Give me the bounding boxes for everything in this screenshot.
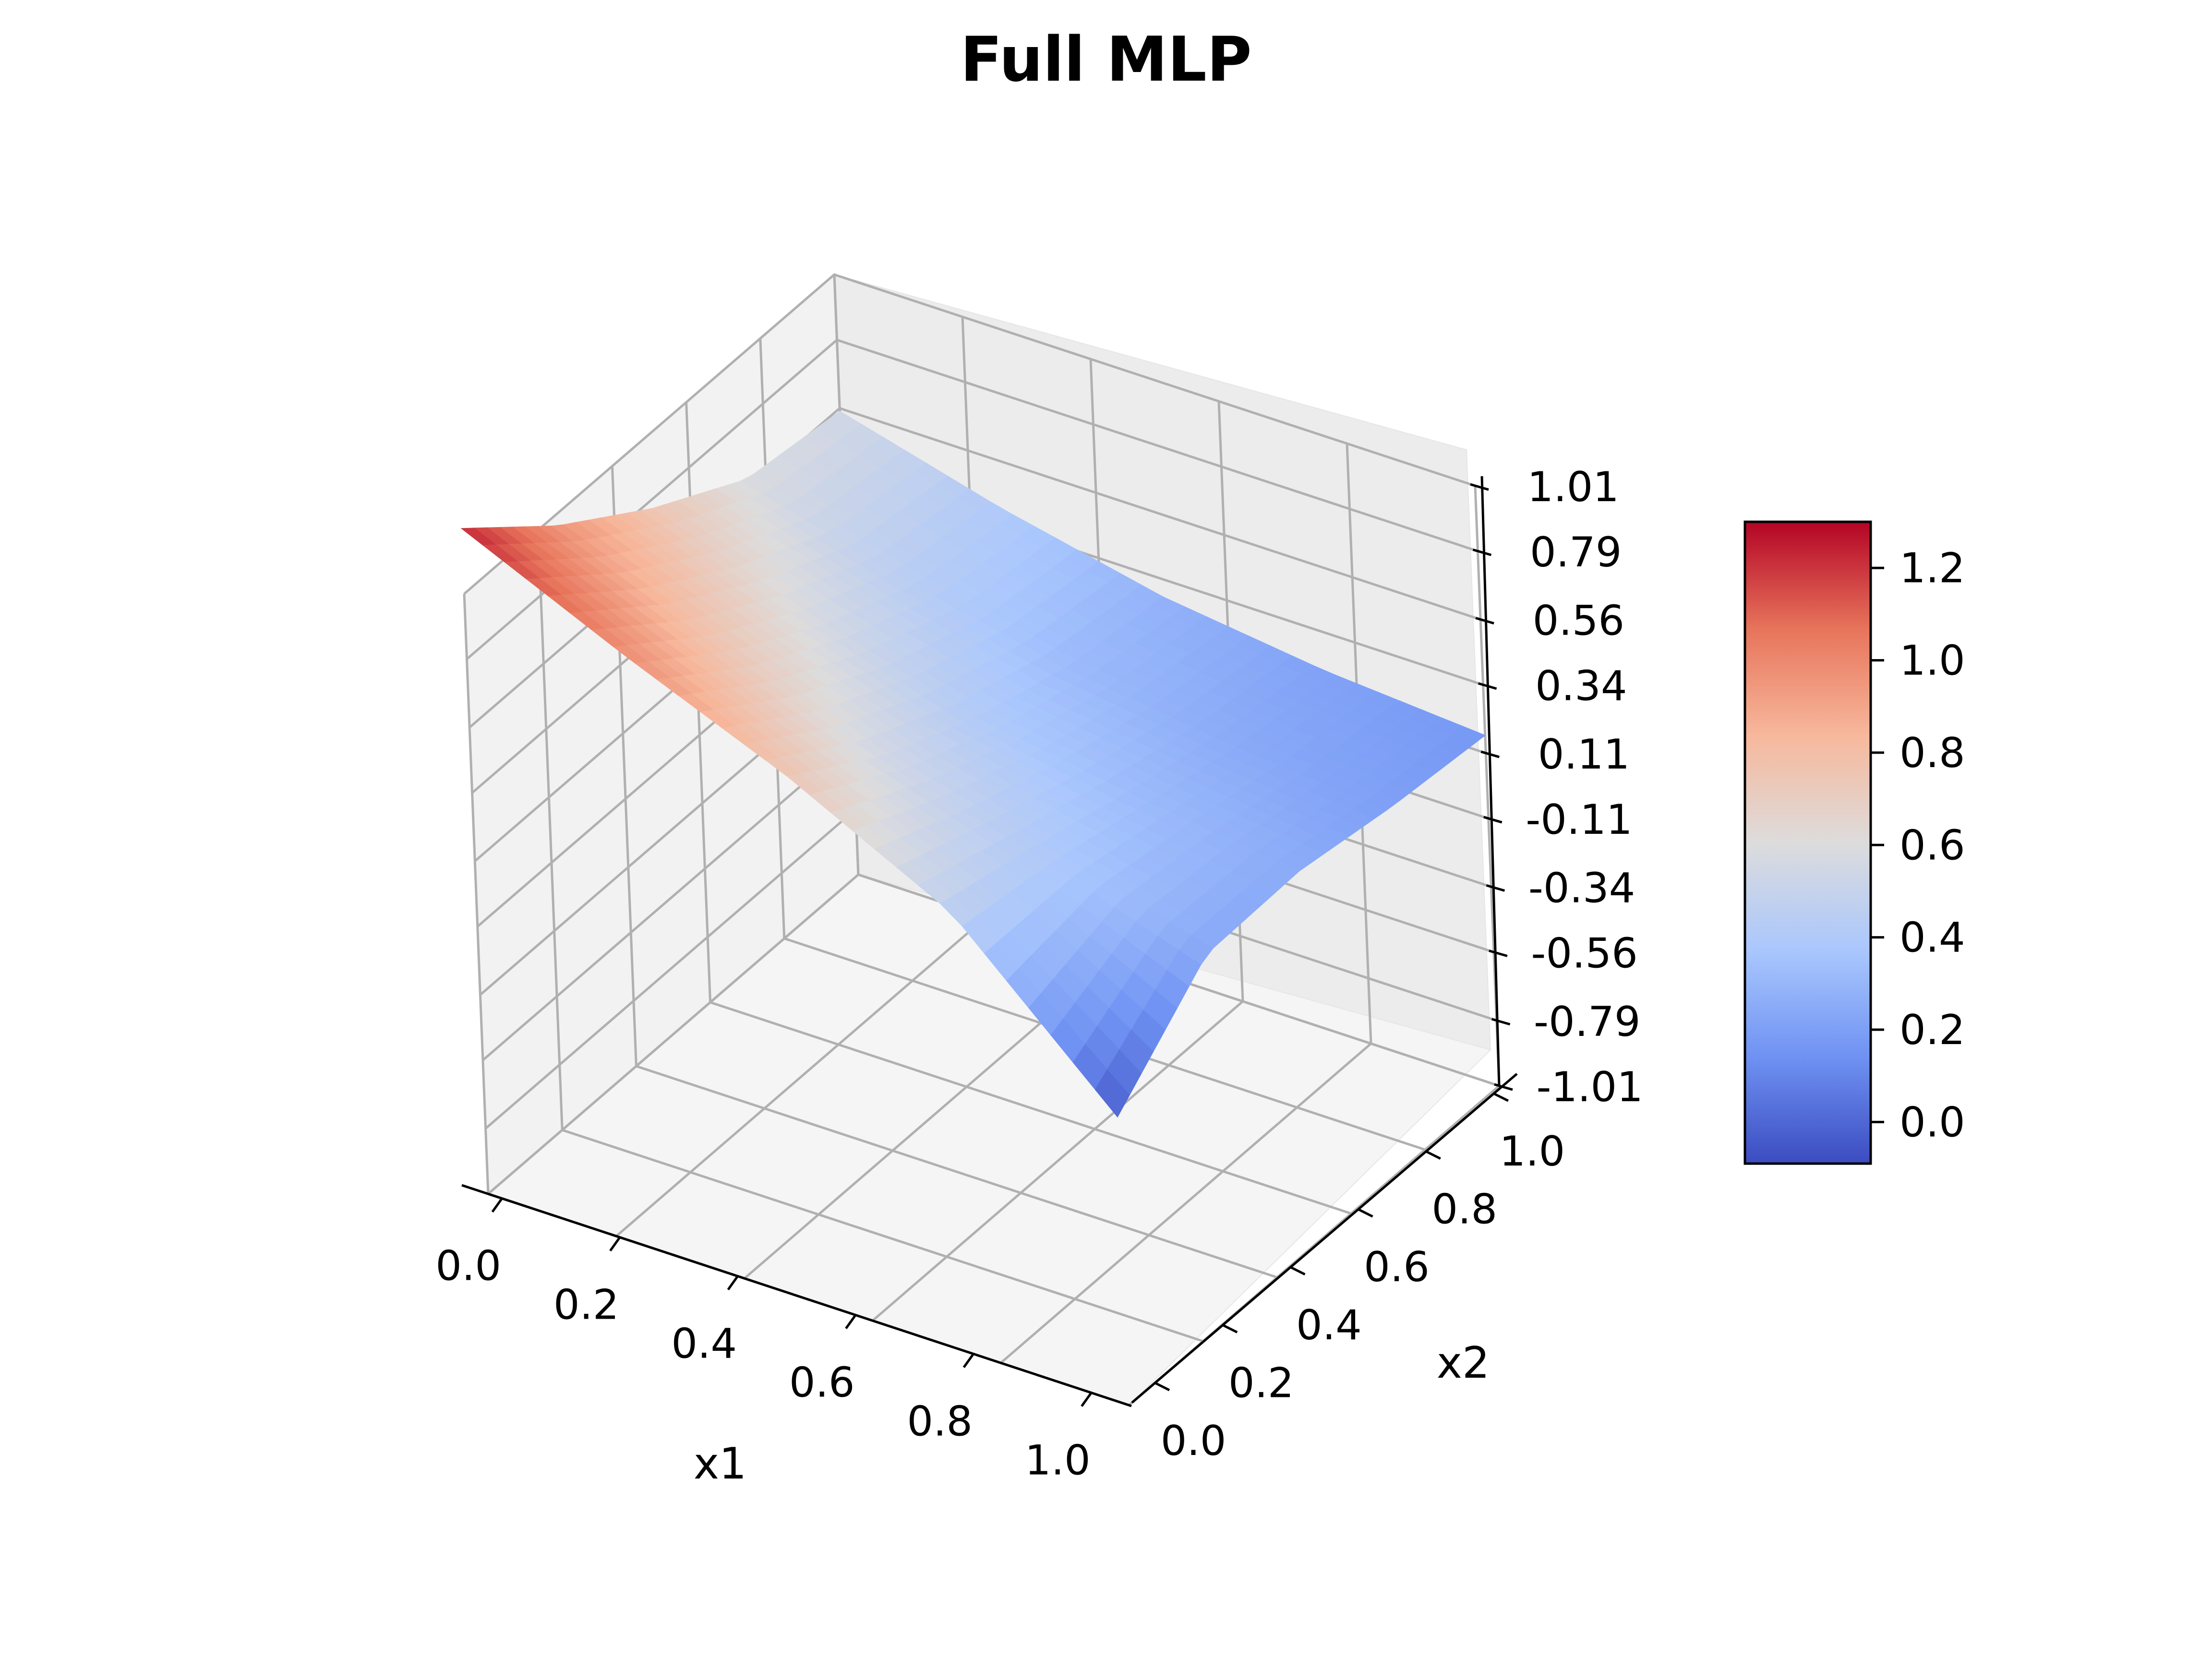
x2-axis-line bbox=[1131, 1073, 1518, 1404]
x2-tick-label-3: 0.6 bbox=[1364, 1243, 1430, 1291]
colorbar: 0.0 0.2 0.4 0.6 0.8 1.0 1.2 bbox=[1743, 520, 1965, 1165]
x2-tick-mark-0 bbox=[1154, 1382, 1170, 1392]
z-tick-label-3: -0.34 bbox=[1528, 864, 1635, 912]
x2-tick-mark-2 bbox=[1290, 1266, 1306, 1276]
z-tick-mark-3 bbox=[1486, 884, 1505, 892]
grid-line-z-9 bbox=[463, 273, 1476, 595]
z-tick-mark-6 bbox=[1478, 682, 1497, 690]
x1-tick-label-1: 0.2 bbox=[553, 1281, 619, 1329]
z-tick-label-9: 1.01 bbox=[1527, 463, 1619, 511]
x2-tick-label-0: 0.0 bbox=[1161, 1417, 1226, 1465]
z-tick-mark-1 bbox=[1491, 1018, 1511, 1026]
x2-tick-label-4: 0.8 bbox=[1431, 1186, 1497, 1234]
x1-axis-line bbox=[461, 1184, 1132, 1407]
z-axis-ticks: -1.01 -0.79 -0.56 -0.34 -0.11 0.11 0.34 0.56 0.7… bbox=[1470, 463, 1643, 1111]
z-tick-mark-4 bbox=[1483, 816, 1503, 824]
x1-tick-label-4: 0.8 bbox=[907, 1397, 973, 1445]
colorbar-tick-label-2: 0.4 bbox=[1899, 914, 1965, 962]
x1-axis-ticks: 0.0 0.2 0.4 0.6 0.8 1.0 bbox=[435, 1198, 1093, 1484]
x1-tick-mark-0 bbox=[491, 1198, 503, 1213]
z-tick-label-4: -0.11 bbox=[1526, 796, 1633, 844]
chart-title: Full MLP bbox=[960, 24, 1251, 96]
z-tick-mark-9 bbox=[1470, 483, 1489, 491]
z-tick-mark-7 bbox=[1475, 617, 1494, 625]
z-tick-label-6: 0.34 bbox=[1535, 662, 1627, 710]
x2-tick-mark-1 bbox=[1222, 1324, 1238, 1334]
x2-axis-ticks: 0.00.20.40.60.81.0 bbox=[1154, 1092, 1565, 1465]
x1-tick-mark-5 bbox=[1081, 1392, 1093, 1407]
x2-tick-label-5: 1.0 bbox=[1499, 1128, 1565, 1176]
colorbar-tick-label-1: 0.2 bbox=[1899, 1006, 1965, 1054]
x2-tick-mark-3 bbox=[1358, 1208, 1373, 1218]
colorbar-tick-label-5: 1.0 bbox=[1899, 637, 1965, 685]
x1-tick-label-0: 0.0 bbox=[435, 1242, 501, 1290]
x1-tick-mark-4 bbox=[962, 1353, 974, 1368]
z-axis-line bbox=[1480, 476, 1501, 1086]
x1-tick-mark-2 bbox=[727, 1275, 739, 1290]
x1-tick-mark-1 bbox=[609, 1237, 621, 1252]
surface-mesh bbox=[460, 410, 1486, 1118]
axis-lines bbox=[461, 476, 1518, 1407]
z-tick-mark-5 bbox=[1480, 750, 1500, 758]
z-tick-label-8: 0.79 bbox=[1530, 529, 1622, 577]
x1-axis-label: x1 bbox=[694, 1439, 747, 1489]
x2-tick-label-2: 0.4 bbox=[1296, 1301, 1362, 1349]
z-tick-mark-0 bbox=[1494, 1083, 1513, 1091]
z-tick-label-7: 0.56 bbox=[1533, 597, 1624, 645]
colorbar-tick-label-3: 0.6 bbox=[1899, 821, 1965, 869]
x1-tick-label-3: 0.6 bbox=[789, 1358, 855, 1407]
z-tick-label-1: -0.79 bbox=[1534, 998, 1641, 1046]
x2-tick-mark-5 bbox=[1493, 1092, 1509, 1102]
z-tick-label-0: -1.01 bbox=[1536, 1063, 1643, 1111]
colorbar-tick-label-6: 1.2 bbox=[1899, 544, 1965, 592]
x1-tick-label-5: 1.0 bbox=[1025, 1436, 1091, 1484]
z-tick-mark-8 bbox=[1472, 548, 1492, 556]
z-tick-mark-2 bbox=[1489, 950, 1508, 957]
x1-tick-mark-3 bbox=[845, 1314, 857, 1329]
x1-tick-label-2: 0.4 bbox=[671, 1320, 737, 1368]
x2-tick-mark-4 bbox=[1425, 1150, 1441, 1160]
z-tick-label-2: -0.56 bbox=[1531, 930, 1638, 978]
surface-cell-29-0 bbox=[1094, 1069, 1130, 1118]
colorbar-tick-label-0: 0.0 bbox=[1899, 1098, 1965, 1146]
x2-tick-label-1: 0.2 bbox=[1228, 1359, 1294, 1407]
grid-line-z-0 bbox=[487, 873, 1500, 1195]
z-tick-label-5: 0.11 bbox=[1538, 731, 1630, 779]
x2-axis-label: x2 bbox=[1437, 1338, 1490, 1388]
colorbar-gradient bbox=[1743, 520, 1872, 1165]
colorbar-tick-label-4: 0.8 bbox=[1899, 729, 1965, 777]
